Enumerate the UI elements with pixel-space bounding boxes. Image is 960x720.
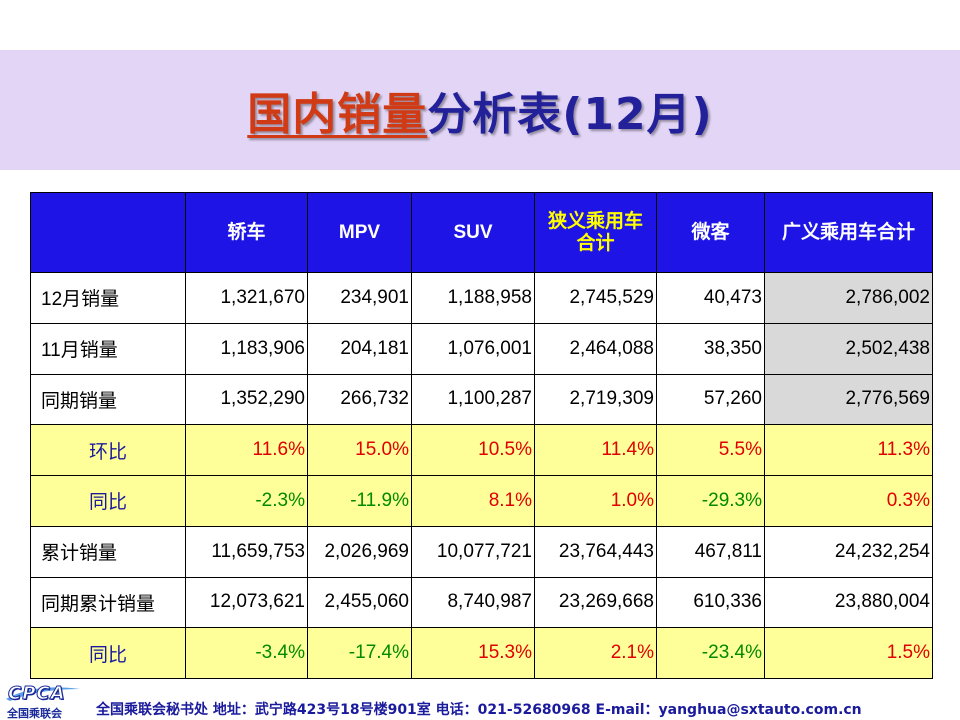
row-label: 12月销量 xyxy=(30,272,186,324)
table-cell: 2,455,060 xyxy=(307,576,412,629)
table-row: 环比 11.6% 15.0% 10.5% 11.4% 5.5% 11.3% xyxy=(30,424,933,476)
table-cell: 2,786,002 xyxy=(764,272,933,324)
row-label: 同比 xyxy=(30,627,186,679)
title-part-main: 分析表(12月) xyxy=(427,89,713,140)
table-cell: 12,073,621 xyxy=(185,576,308,629)
table-cell: 11,659,753 xyxy=(185,525,308,578)
table-cell: 1.5% xyxy=(764,627,933,679)
table-header-row: 轿车 MPV SUV 狭义乘用车 合计 微客 广义乘用车合计 xyxy=(30,192,933,273)
table-cell: 1,352,290 xyxy=(185,373,308,426)
header-microvan: 微客 xyxy=(656,192,765,273)
table-row: 11月销量 1,183,906 204,181 1,076,001 2,464,088 3… xyxy=(30,322,933,375)
table-cell: 234,901 xyxy=(307,272,412,324)
table-cell: 11.4% xyxy=(534,424,657,476)
row-label: 同期销量 xyxy=(30,373,186,426)
table-cell: 1,188,958 xyxy=(411,272,535,324)
table-cell: 266,732 xyxy=(307,373,412,426)
table-row: 同比 -2.3% -11.9% 8.1% 1.0% -29.3% 0.3% xyxy=(30,475,933,527)
table-cell: 40,473 xyxy=(656,272,765,324)
table-cell: 24,232,254 xyxy=(764,525,933,578)
table-cell: 1.0% xyxy=(534,475,657,527)
sales-analysis-table: 轿车 MPV SUV 狭义乘用车 合计 微客 广义乘用车合计 12月销量 1,321… xyxy=(30,192,933,679)
title-band: 国内销量 分析表(12月) xyxy=(0,50,960,170)
table-cell: 2,719,309 xyxy=(534,373,657,426)
table-cell: 8.1% xyxy=(411,475,535,527)
header-suv: SUV xyxy=(411,192,535,273)
table-cell: 2.1% xyxy=(534,627,657,679)
table-row: 累计销量 11,659,753 2,026,969 10,077,721 23,764,… xyxy=(30,525,933,578)
table-cell: -2.3% xyxy=(185,475,308,527)
row-label: 累计销量 xyxy=(30,525,186,578)
table-cell: 1,321,670 xyxy=(185,272,308,324)
table-cell: 11.6% xyxy=(185,424,308,476)
row-label: 11月销量 xyxy=(30,322,186,375)
table-cell: 467,811 xyxy=(656,525,765,578)
table-cell: 15.3% xyxy=(411,627,535,679)
table-cell: 2,026,969 xyxy=(307,525,412,578)
table-cell: 0.3% xyxy=(764,475,933,527)
table-cell: 1,183,906 xyxy=(185,322,308,375)
header-broad-total: 广义乘用车合计 xyxy=(764,192,933,273)
cpca-logo: CPCA 全国乘联会 xyxy=(4,683,84,720)
table-cell: 23,880,004 xyxy=(764,576,933,629)
header-sedan: 轿车 xyxy=(185,192,308,273)
table-cell: -29.3% xyxy=(656,475,765,527)
table-cell: 11.3% xyxy=(764,424,933,476)
table-cell: -17.4% xyxy=(307,627,412,679)
table-cell: 23,764,443 xyxy=(534,525,657,578)
table-cell: 204,181 xyxy=(307,322,412,375)
table-cell: 2,745,529 xyxy=(534,272,657,324)
logo-subtext: 全国乘联会 xyxy=(7,707,62,720)
table-row: 同期销量 1,352,290 266,732 1,100,287 2,719,309 57… xyxy=(30,373,933,426)
header-cell-blank xyxy=(30,192,186,273)
logo-swoosh-icon xyxy=(6,687,80,701)
table-cell: -11.9% xyxy=(307,475,412,527)
table-cell: -3.4% xyxy=(185,627,308,679)
row-label: 环比 xyxy=(30,424,186,476)
footer-contact: 全国乘联会秘书处 地址：武宁路423号18号楼901室 电话：021-52680… xyxy=(96,702,862,718)
table-cell: 2,464,088 xyxy=(534,322,657,375)
header-narrow-total: 狭义乘用车 合计 xyxy=(534,192,657,273)
table-cell: -23.4% xyxy=(656,627,765,679)
table-cell: 2,776,569 xyxy=(764,373,933,426)
table-cell: 610,336 xyxy=(656,576,765,629)
header-narrow-total-line1: 狭义乘用车 xyxy=(547,210,643,232)
table-row: 同期累计销量 12,073,621 2,455,060 8,740,987 23,269… xyxy=(30,576,933,629)
table-cell: 8,740,987 xyxy=(411,576,535,629)
row-label: 同比 xyxy=(30,475,186,527)
table-cell: 38,350 xyxy=(656,322,765,375)
table-row: 同比 -3.4% -17.4% 15.3% 2.1% -23.4% 1.5% xyxy=(30,627,933,679)
footer: CPCA 全国乘联会 全国乘联会秘书处 地址：武宁路423号18号楼901室 电… xyxy=(0,682,960,720)
table-cell: 23,269,668 xyxy=(534,576,657,629)
table-row: 12月销量 1,321,670 234,901 1,188,958 2,745,529 4… xyxy=(30,272,933,324)
table-cell: 15.0% xyxy=(307,424,412,476)
table-cell: 57,260 xyxy=(656,373,765,426)
table-cell: 1,076,001 xyxy=(411,322,535,375)
row-label: 同期累计销量 xyxy=(30,576,186,629)
table-cell: 5.5% xyxy=(656,424,765,476)
header-mpv: MPV xyxy=(307,192,412,273)
header-narrow-total-line2: 合计 xyxy=(576,232,615,254)
table-cell: 10,077,721 xyxy=(411,525,535,578)
table-cell: 10.5% xyxy=(411,424,535,476)
title-part-highlight: 国内销量 xyxy=(247,89,428,140)
logo-text: CPCA xyxy=(8,683,66,705)
table-cell: 2,502,438 xyxy=(764,322,933,375)
page-title: 国内销量 分析表(12月) xyxy=(0,50,960,170)
table-cell: 1,100,287 xyxy=(411,373,535,426)
